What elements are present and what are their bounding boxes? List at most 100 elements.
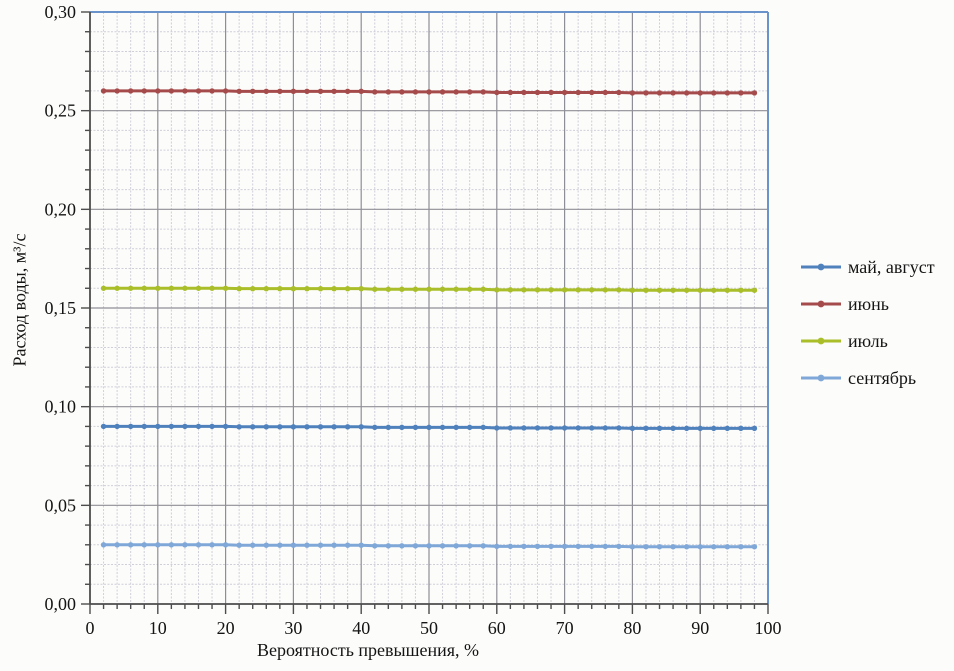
- series-marker: [114, 423, 120, 430]
- series-marker: [168, 423, 175, 430]
- series-marker: [127, 88, 134, 94]
- series-marker: [453, 286, 459, 292]
- series-marker: [250, 285, 256, 292]
- legend-label: май, август: [848, 256, 935, 277]
- series-marker: [358, 285, 364, 292]
- legend-item-1: июнь: [800, 293, 935, 315]
- series-marker: [141, 88, 147, 94]
- series-marker: [575, 543, 581, 550]
- series-marker: [222, 423, 229, 430]
- series-marker: [385, 286, 392, 292]
- series-marker: [453, 424, 459, 431]
- series-marker: [372, 286, 378, 292]
- legend: май, август июнь июль сентябрь: [800, 256, 935, 389]
- series-marker: [114, 285, 120, 291]
- series-marker: [304, 88, 310, 95]
- series-marker: [182, 423, 188, 430]
- series-marker: [724, 90, 731, 96]
- series-marker: [385, 543, 392, 549]
- series-marker: [683, 425, 690, 432]
- series-marker: [466, 543, 473, 549]
- series-marker: [575, 89, 581, 96]
- series-marker: [589, 543, 595, 550]
- series-marker: [751, 287, 758, 293]
- series-marker: [656, 90, 663, 96]
- series-marker: [168, 285, 175, 291]
- series-marker: [643, 90, 649, 96]
- series-marker: [439, 89, 446, 95]
- series-marker: [494, 425, 500, 431]
- series-marker: [399, 286, 405, 292]
- series-marker: [100, 88, 107, 94]
- series-marker: [372, 89, 378, 95]
- series-marker: [399, 543, 405, 549]
- y-tick-label: 0,25: [45, 101, 77, 121]
- series-marker: [182, 88, 188, 94]
- series-marker: [344, 542, 351, 548]
- series-marker: [534, 287, 541, 293]
- series-marker: [317, 285, 324, 292]
- series-marker: [263, 285, 269, 292]
- legend-label: июль: [848, 330, 888, 351]
- series-marker: [277, 88, 283, 95]
- series-marker: [250, 88, 256, 95]
- legend-label: июнь: [848, 293, 889, 314]
- series-marker: [439, 543, 446, 549]
- series-marker: [724, 425, 731, 432]
- legend-swatch: [801, 374, 841, 382]
- y-tick-label: 0,30: [45, 2, 77, 22]
- series-marker: [277, 424, 283, 430]
- series-marker: [141, 285, 147, 291]
- series-3: [100, 542, 758, 550]
- series-marker: [494, 287, 500, 293]
- series-marker: [561, 89, 568, 96]
- x-tick-label: 50: [420, 618, 438, 638]
- legend-swatch: [801, 300, 841, 308]
- series-marker: [494, 89, 500, 96]
- series-marker: [372, 543, 378, 549]
- series-marker: [507, 287, 514, 293]
- series-marker: [751, 425, 758, 432]
- series-marker: [277, 542, 283, 548]
- series-marker: [236, 542, 242, 548]
- x-tick-label: 60: [488, 618, 506, 638]
- series-marker: [358, 542, 364, 548]
- series-marker: [507, 89, 514, 96]
- series-marker: [751, 90, 758, 96]
- series-marker: [127, 542, 134, 548]
- series-marker: [426, 286, 432, 292]
- series-marker: [195, 285, 202, 291]
- series-marker: [127, 285, 134, 291]
- series-marker: [236, 424, 242, 430]
- y-tick-label: 0,00: [45, 594, 77, 614]
- series-marker: [466, 286, 473, 292]
- series-marker: [711, 90, 717, 96]
- x-tick-label: 10: [149, 618, 167, 638]
- series-marker: [304, 285, 310, 292]
- series-marker: [656, 544, 663, 550]
- series-marker: [304, 542, 310, 548]
- series-marker: [372, 424, 378, 431]
- series-marker: [697, 90, 703, 96]
- series-marker: [521, 89, 527, 96]
- legend-item-2: июль: [800, 330, 935, 352]
- series-marker: [412, 286, 419, 292]
- x-tick-label: 30: [284, 618, 302, 638]
- series-marker: [534, 425, 541, 431]
- series-marker: [304, 424, 310, 430]
- series-marker: [317, 88, 324, 95]
- series-marker: [670, 425, 676, 432]
- series-marker: [738, 90, 744, 96]
- series-marker: [317, 542, 324, 548]
- series-marker: [263, 88, 269, 95]
- series-marker: [250, 542, 256, 548]
- series-marker: [548, 287, 554, 293]
- series-marker: [100, 285, 107, 291]
- series-marker: [683, 90, 690, 96]
- x-tick-label: 20: [217, 618, 235, 638]
- legend-swatch: [801, 337, 841, 345]
- series-marker: [738, 287, 744, 293]
- series-marker: [182, 542, 188, 548]
- series-marker: [738, 544, 744, 550]
- series-marker: [534, 543, 541, 550]
